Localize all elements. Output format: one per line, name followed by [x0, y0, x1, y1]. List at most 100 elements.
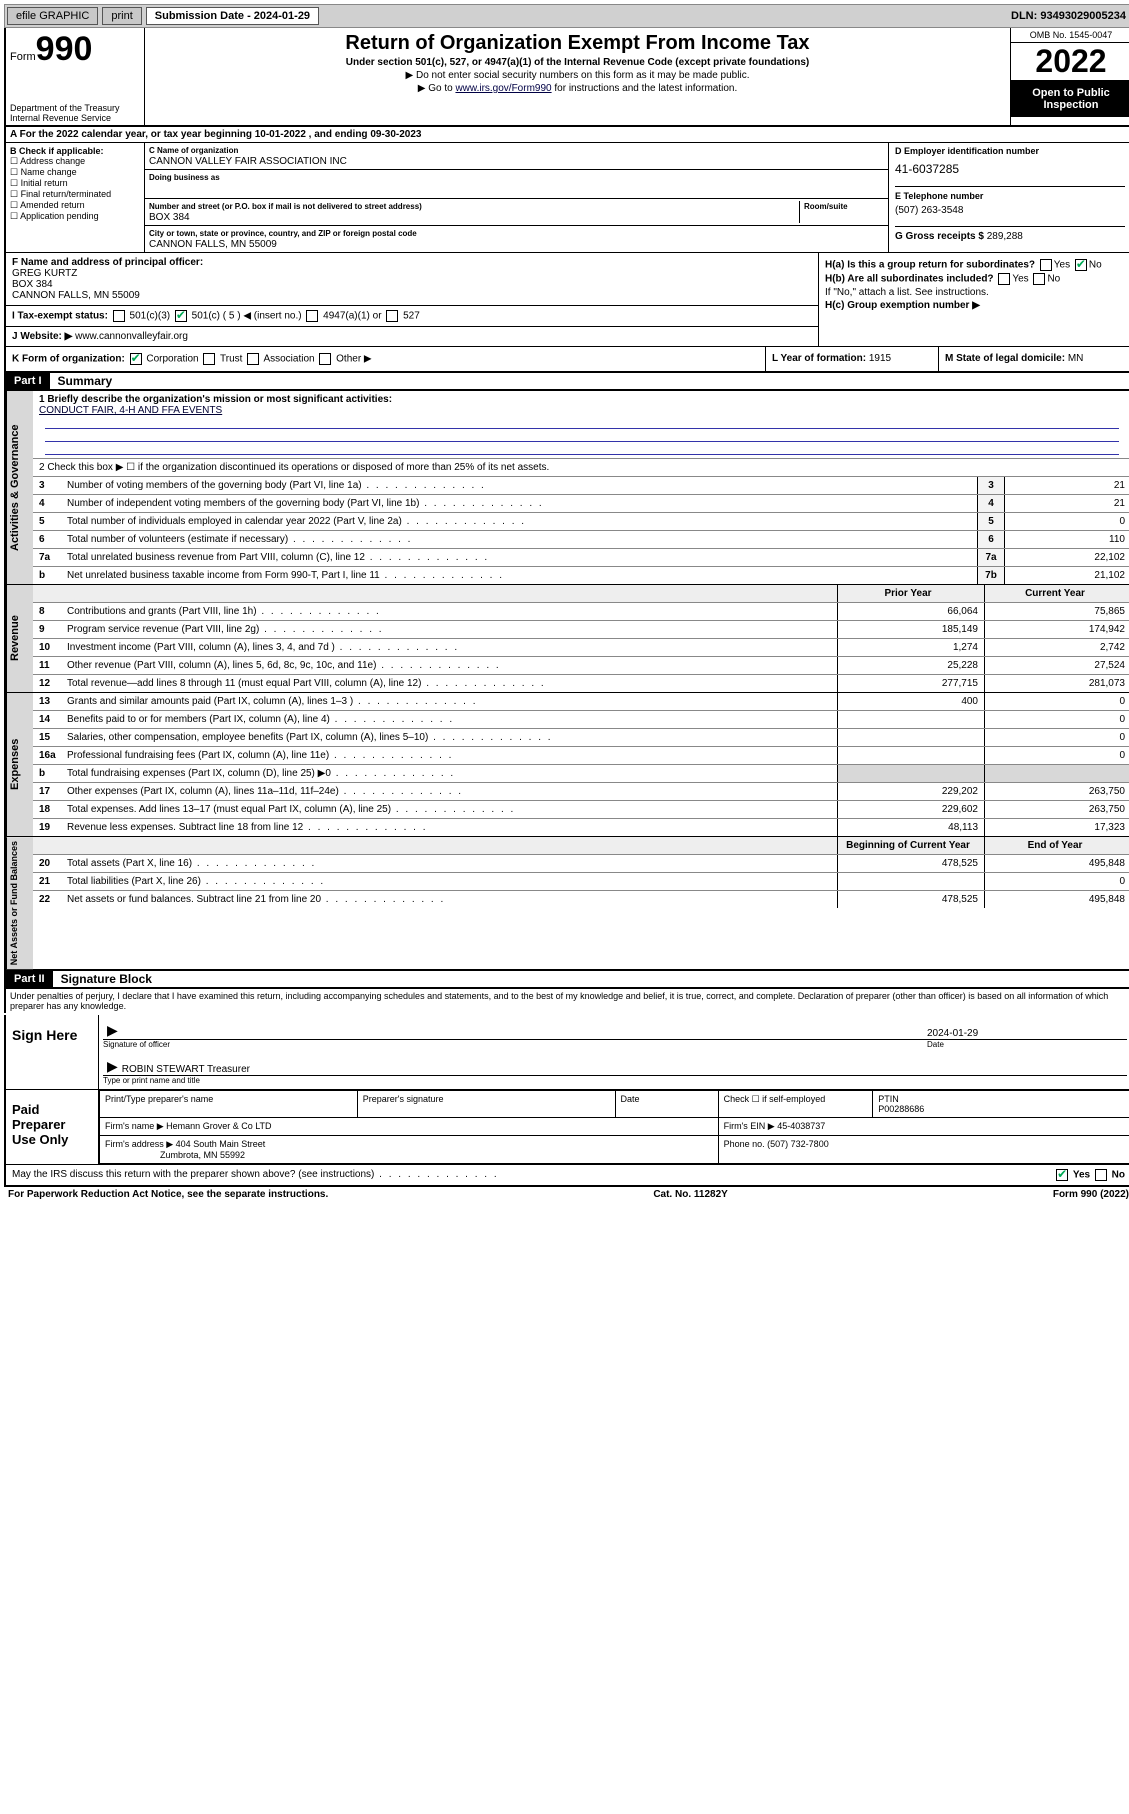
open-public: Open to Public Inspection [1011, 81, 1129, 117]
ck-ha-no[interactable] [1075, 259, 1087, 271]
principal-officer: F Name and address of principal officer:… [6, 253, 818, 306]
data-row: 8Contributions and grants (Part VIII, li… [33, 603, 1129, 621]
ha-label: H(a) Is this a group return for subordin… [825, 260, 1035, 271]
ck-hb-yes[interactable] [998, 273, 1010, 285]
form-header: Form990 Department of the Treasury Inter… [4, 28, 1129, 127]
ck-hb-no[interactable] [1033, 273, 1045, 285]
footer: For Paperwork Reduction Act Notice, see … [4, 1187, 1129, 1202]
header-left: Form990 Department of the Treasury Inter… [6, 28, 145, 125]
ck-address[interactable]: ☐ Address change [10, 156, 140, 167]
data-row: 10Investment income (Part VIII, column (… [33, 639, 1129, 657]
pra-notice: For Paperwork Reduction Act Notice, see … [8, 1189, 328, 1200]
ck-corp[interactable] [130, 353, 142, 365]
ck-pending[interactable]: ☐ Application pending [10, 211, 140, 222]
street-label: Number and street (or P.O. box if mail i… [149, 202, 422, 211]
ck-other[interactable] [319, 353, 331, 365]
officer-name-title: ROBIN STEWART Treasurer [122, 1064, 250, 1075]
may-irs: May the IRS discuss this return with the… [12, 1169, 499, 1181]
ck-initial[interactable]: ☐ Initial return [10, 178, 140, 189]
data-row: 16aProfessional fundraising fees (Part I… [33, 747, 1129, 765]
part2-tag: Part II [6, 971, 53, 987]
data-row: 9Program service revenue (Part VIII, lin… [33, 621, 1129, 639]
gross-receipts: 289,288 [987, 231, 1023, 242]
ck-name[interactable]: ☐ Name change [10, 167, 140, 178]
pt-date-label: Date [615, 1091, 718, 1118]
header-right: OMB No. 1545-0047 2022 Open to Public In… [1010, 28, 1129, 125]
hc-label: H(c) Group exemption number ▶ [825, 300, 980, 311]
sig-officer-label: Signature of officer [103, 1040, 927, 1049]
preparer-table: Print/Type preparer's name Preparer's si… [99, 1090, 1129, 1164]
form-label: Form [10, 51, 36, 63]
part1-tag: Part I [6, 373, 50, 389]
street: BOX 384 [149, 212, 190, 223]
form-number: 990 [36, 30, 93, 68]
section-expenses: Expenses 13Grants and similar amounts pa… [4, 693, 1129, 837]
dln: DLN: 93493029005234 [1011, 10, 1129, 22]
ck-may-no[interactable] [1095, 1169, 1107, 1181]
print-button[interactable]: print [102, 7, 141, 25]
sign-here: Sign Here [6, 1015, 99, 1089]
row-fh: F Name and address of principal officer:… [4, 253, 1129, 347]
data-row: 21Total liabilities (Part X, line 26)0 [33, 873, 1129, 891]
vlabel-expenses: Expenses [6, 693, 33, 836]
section-net-assets: Net Assets or Fund Balances Beginning of… [4, 837, 1129, 971]
cat-no: Cat. No. 11282Y [653, 1189, 727, 1200]
net-header: Beginning of Current Year End of Year [33, 837, 1129, 855]
ck-final[interactable]: ☐ Final return/terminated [10, 189, 140, 200]
part1-header: Part I Summary [4, 373, 1129, 391]
data-row: 22Net assets or fund balances. Subtract … [33, 891, 1129, 908]
city-label: City or town, state or province, country… [149, 229, 417, 238]
hb-note: If "No," attach a list. See instructions… [825, 287, 1125, 298]
gov-row: bNet unrelated business taxable income f… [33, 567, 1129, 584]
col-c: C Name of organizationCANNON VALLEY FAIR… [145, 143, 888, 252]
data-row: 19Revenue less expenses. Subtract line 1… [33, 819, 1129, 836]
tax-status: I Tax-exempt status: 501(c)(3) 501(c) ( … [6, 306, 818, 327]
pt-sig-label: Preparer's signature [357, 1091, 615, 1118]
tax-year-range: A For the 2022 calendar year, or tax yea… [10, 129, 421, 140]
ein: 41-6037285 [895, 162, 1125, 176]
data-row: 20Total assets (Part X, line 16)478,5254… [33, 855, 1129, 873]
data-row: 12Total revenue—add lines 8 through 11 (… [33, 675, 1129, 692]
firm-addr1: 404 South Main Street [176, 1139, 266, 1149]
row-bcd: B Check if applicable: ☐ Address change … [4, 143, 1129, 253]
part2-title: Signature Block [53, 972, 152, 986]
irs-link[interactable]: www.irs.gov/Form990 [455, 83, 551, 94]
officer-addr2: CANNON FALLS, MN 55009 [12, 290, 140, 301]
ck-501c3[interactable] [113, 310, 125, 322]
form-footer: Form 990 (2022) [1053, 1189, 1129, 1200]
gov-row: 3Number of voting members of the governi… [33, 477, 1129, 495]
hb-label: H(b) Are all subordinates included? [825, 274, 994, 285]
k-section: K Form of organization: Corporation Trus… [6, 347, 766, 371]
ck-may-yes[interactable] [1056, 1169, 1068, 1181]
ck-4947[interactable] [306, 310, 318, 322]
gov-row: 6Total number of volunteers (estimate if… [33, 531, 1129, 549]
data-row: 13Grants and similar amounts paid (Part … [33, 693, 1129, 711]
ck-trust[interactable] [203, 353, 215, 365]
ck-ha-yes[interactable] [1040, 259, 1052, 271]
part1-title: Summary [50, 374, 113, 388]
ck-501c[interactable] [175, 310, 187, 322]
website-row: J Website: ▶ www.cannonvalleyfair.org [6, 327, 818, 346]
ck-assoc[interactable] [247, 353, 259, 365]
ck-527[interactable] [386, 310, 398, 322]
c-name-label: C Name of organization [149, 146, 238, 155]
header-mid: Return of Organization Exempt From Incom… [145, 28, 1010, 125]
ck-amended[interactable]: ☐ Amended return [10, 200, 140, 211]
vlabel-revenue: Revenue [6, 585, 33, 692]
note-link: ▶ Go to www.irs.gov/Form990 for instruct… [149, 83, 1006, 94]
state-domicile: MN [1068, 353, 1084, 364]
m-section: M State of legal domicile: MN [939, 347, 1129, 371]
omb-number: OMB No. 1545-0047 [1011, 28, 1129, 43]
line2: 2 Check this box ▶ ☐ if the organization… [33, 459, 1129, 477]
data-row: 15Salaries, other compensation, employee… [33, 729, 1129, 747]
data-row: 14Benefits paid to or for members (Part … [33, 711, 1129, 729]
mission-text: CONDUCT FAIR, 4-H AND FFA EVENTS [39, 405, 222, 416]
ptin-cell: PTINP00288686 [873, 1091, 1129, 1118]
tax-year: 2022 [1011, 43, 1129, 81]
pt-name-label: Print/Type preparer's name [100, 1091, 358, 1118]
data-row: bTotal fundraising expenses (Part IX, co… [33, 765, 1129, 783]
dept-treasury: Department of the Treasury [10, 103, 140, 113]
g-label: G Gross receipts $ [895, 231, 984, 242]
firm-ein: 45-4038737 [777, 1121, 825, 1131]
hdr-prior: Prior Year [837, 585, 984, 602]
